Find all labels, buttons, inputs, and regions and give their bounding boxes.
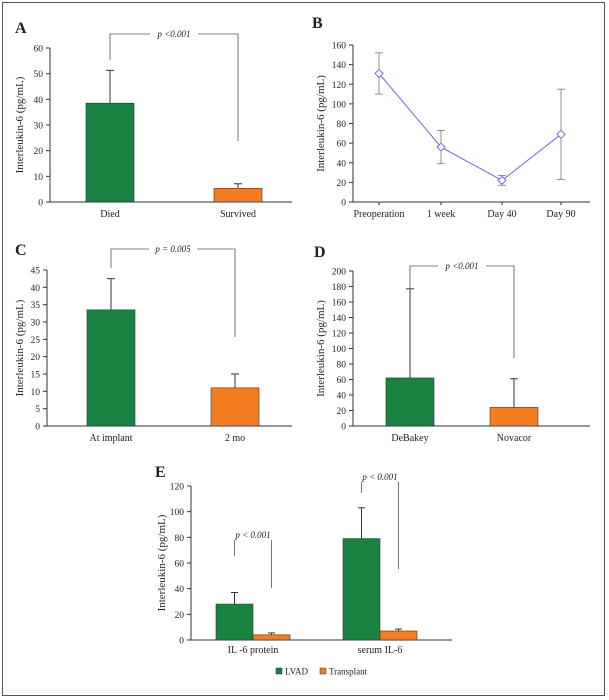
- y-tick-label-A: 30: [34, 122, 44, 132]
- y-tick-label-A: 20: [34, 147, 44, 157]
- y-tick-label-B: 80: [337, 120, 347, 130]
- y-tick-label-C: 0: [35, 423, 40, 433]
- x-category-label-C-1: 2 mo: [225, 433, 245, 444]
- y-tick-label-D: 20: [337, 407, 347, 417]
- x-category-label-B-2: Day 40: [487, 209, 516, 220]
- significance-bracket-A-text: p <0.001: [156, 29, 190, 39]
- y-tick-label-E: 120: [170, 483, 185, 493]
- bar-E-transplant-1: [379, 630, 418, 641]
- significance-bracket-E-0-text: p < 0.001: [234, 530, 270, 540]
- bar-E-lvad-0: [215, 603, 254, 641]
- y-tick-label-D: 180: [332, 283, 347, 293]
- x-category-label-C-0: At implant: [89, 433, 132, 444]
- panel-label-B: B: [312, 15, 323, 32]
- x-category-label-E-0: IL -6 protein: [228, 645, 279, 656]
- y-tick-label-E: 40: [175, 585, 185, 595]
- y-tick-label-D: 140: [332, 314, 347, 324]
- y-tick-label-C: 45: [31, 267, 41, 277]
- y-axis-label-B: Interleukin-6 (pg/mL): [315, 75, 327, 172]
- y-tick-label-D: 160: [332, 299, 347, 309]
- y-tick-label-D: 0: [341, 423, 346, 433]
- y-tick-label-C: 40: [31, 284, 41, 294]
- y-tick-label-D: 100: [332, 345, 347, 355]
- x-category-label-B-3: Day 90: [546, 209, 575, 220]
- y-tick-label-B: 40: [337, 159, 347, 169]
- bar-D-1: [489, 407, 539, 427]
- x-category-label-D-0: DeBakey: [391, 433, 428, 444]
- series-line-B: [378, 73, 562, 182]
- significance-bracket-A-text-bg: [150, 29, 198, 39]
- panel-label-A: A: [15, 20, 27, 37]
- y-tick-label-B: 140: [332, 61, 347, 71]
- y-tick-label-B: 120: [332, 81, 347, 91]
- significance-bracket-C-text-bg: [149, 244, 197, 254]
- x-category-label-A-0: Died: [100, 209, 119, 220]
- bar-E-transplant-0: [252, 634, 291, 641]
- y-tick-label-B: 60: [337, 140, 347, 150]
- bar-D-0: [385, 377, 435, 427]
- y-tick-label-C: 10: [31, 388, 41, 398]
- y-tick-label-C: 30: [31, 319, 41, 329]
- x-category-label-D-1: Novacor: [497, 433, 532, 444]
- y-tick-label-A: 60: [34, 45, 44, 55]
- y-tick-label-B: 0: [341, 199, 346, 209]
- bar-C-1: [210, 387, 260, 427]
- x-category-label-B-0: Preoperation: [353, 209, 404, 220]
- significance-bracket-D-text-bg: [438, 261, 486, 271]
- x-category-label-A-1: Survived: [220, 209, 256, 220]
- y-tick-label-E: 0: [179, 637, 184, 647]
- data-point-B-1: [436, 142, 446, 152]
- data-point-B-3: [556, 129, 566, 140]
- y-tick-label-B: 160: [332, 42, 347, 52]
- y-tick-label-D: 60: [337, 376, 347, 386]
- y-tick-label-A: 40: [34, 96, 44, 106]
- y-tick-label-A: 50: [34, 70, 44, 80]
- y-axis-label-D: Interleukin-6 (pg/mL): [315, 300, 327, 397]
- data-point-B-0: [374, 68, 384, 79]
- y-tick-label-C: 35: [31, 301, 41, 311]
- y-tick-label-C: 5: [35, 405, 40, 415]
- significance-bracket-E-0: [234, 534, 272, 588]
- y-tick-label-E: 60: [175, 560, 185, 570]
- y-tick-label-A: 10: [34, 173, 44, 183]
- y-tick-label-E: 100: [170, 508, 185, 518]
- significance-bracket-D: [409, 265, 515, 358]
- panel-label-E: E: [155, 464, 166, 481]
- bar-A-1: [213, 188, 263, 203]
- significance-bracket-E-1-text-bg: [356, 472, 404, 482]
- x-category-label-B-1: 1 week: [427, 209, 456, 220]
- x-category-label-E-1: serum IL-6: [358, 645, 403, 656]
- legend-swatch-lvad: [275, 667, 283, 675]
- y-tick-label-E: 80: [175, 534, 185, 544]
- y-tick-label-A: 0: [38, 199, 43, 209]
- data-point-B-2: [497, 175, 507, 186]
- bar-A-0: [85, 102, 135, 203]
- y-tick-label-C: 25: [31, 336, 41, 346]
- significance-bracket-E-1-text: p < 0.001: [361, 472, 397, 482]
- panel-label-D: D: [314, 244, 326, 261]
- y-tick-label-D: 120: [332, 330, 347, 340]
- y-tick-label-B: 100: [332, 100, 347, 110]
- significance-bracket-D-text: p <0.001: [444, 261, 478, 271]
- y-tick-label-D: 80: [337, 361, 347, 371]
- panel-label-C: C: [15, 242, 27, 259]
- significance-bracket-C-text: p = 0.005: [154, 244, 191, 254]
- y-tick-label-D: 200: [332, 268, 347, 278]
- y-tick-label-B: 20: [337, 179, 347, 189]
- y-tick-label-E: 20: [175, 611, 185, 621]
- legend-label-lvad: LVAD: [285, 667, 309, 677]
- bar-E-lvad-1: [342, 538, 381, 641]
- significance-bracket-E-0-text-bg: [229, 530, 277, 540]
- y-tick-label-C: 15: [31, 371, 41, 381]
- y-axis-label-C: Interleukin-6 (pg/mL): [14, 299, 26, 396]
- y-axis-label-E: Interleukin-6 (pg/mL): [156, 514, 168, 611]
- y-tick-label-D: 40: [337, 392, 347, 402]
- y-axis-label-A: Interleukin-6 (pg/mL): [14, 76, 26, 173]
- legend-label-transplant: Transplant: [329, 667, 368, 677]
- bar-C-0: [86, 309, 136, 427]
- legend-swatch-transplant: [319, 667, 327, 675]
- y-tick-label-C: 20: [31, 353, 41, 363]
